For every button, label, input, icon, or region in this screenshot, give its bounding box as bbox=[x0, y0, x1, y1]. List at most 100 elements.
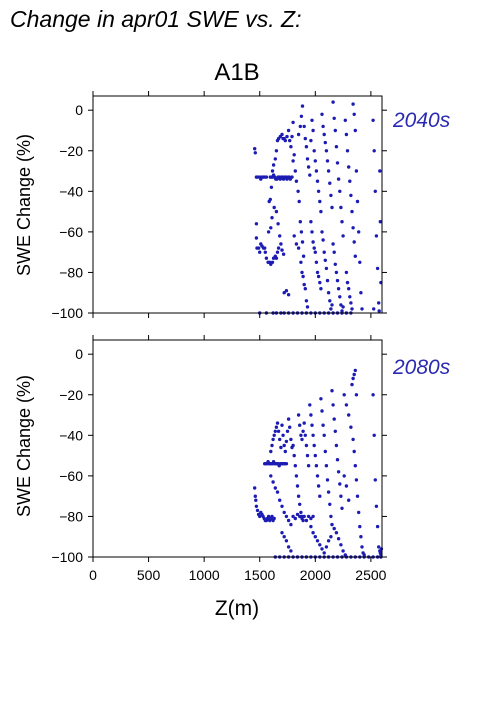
panel-2040s-point bbox=[299, 114, 304, 119]
panel-2080s-point bbox=[320, 547, 324, 551]
panel-2040s-point bbox=[350, 209, 354, 214]
panel-2080s-point bbox=[353, 464, 357, 468]
panel-2040s-point bbox=[335, 161, 340, 165]
panel-2040s-point bbox=[301, 254, 306, 258]
panel-2080s-point bbox=[342, 474, 346, 478]
panel-2080s-point bbox=[281, 433, 285, 437]
panel-2080s-y-tick-label: −40 bbox=[59, 427, 83, 443]
panel-2040s: 2040s SWE Change (%) 0 −20 −40 −60 −80 −100 bbox=[14, 91, 451, 321]
panel-2040s-point bbox=[269, 226, 273, 230]
panel-2080s-point bbox=[293, 516, 297, 521]
panel-2080s-point bbox=[359, 535, 363, 539]
panel-2080s-point bbox=[316, 484, 321, 488]
panel-2040s-point bbox=[300, 104, 305, 108]
panel-2040s-y-tick-label: −40 bbox=[59, 183, 83, 199]
panel-2040s-point bbox=[282, 291, 286, 295]
panel-2080s-point bbox=[338, 482, 342, 486]
panel-2080s-point bbox=[302, 421, 306, 425]
panel-2040s-point bbox=[322, 132, 326, 137]
panel-2080s-point bbox=[284, 514, 289, 519]
panel-2080s-point bbox=[298, 502, 302, 506]
panel-2080s-point bbox=[347, 498, 351, 502]
panel-2080s-point bbox=[351, 437, 355, 442]
panel-2080s-point bbox=[358, 524, 362, 529]
panel-2040s-point bbox=[296, 246, 301, 250]
panel-2040s-point bbox=[359, 291, 363, 295]
panel-2080s-point bbox=[271, 480, 275, 484]
panel-2040s-point bbox=[336, 287, 341, 291]
panel-2080s-point bbox=[309, 413, 313, 417]
panel-2080s-point bbox=[282, 535, 286, 539]
panel-2080s-x-tick-label: 2500 bbox=[355, 567, 386, 583]
panel-2080s-point bbox=[324, 464, 329, 468]
panel-2040s-point bbox=[343, 118, 347, 123]
panel-2040s-point bbox=[281, 252, 286, 256]
panel-2040s-point bbox=[292, 153, 296, 157]
panel-2080s-y-tick-label: −20 bbox=[59, 387, 83, 403]
panel-2040s-point bbox=[352, 240, 356, 244]
panel-2080s-point bbox=[289, 522, 293, 527]
panel-2040s-point bbox=[371, 118, 375, 123]
panel-2040s-point bbox=[311, 128, 315, 133]
scenario-label: A1B bbox=[214, 59, 259, 86]
panel-2040s-point bbox=[273, 157, 277, 161]
panel-2040s-point bbox=[345, 280, 350, 285]
panel-2040s-point bbox=[344, 132, 349, 137]
panel-2040s-point bbox=[323, 140, 327, 145]
panel-2080s-point bbox=[325, 478, 330, 482]
panel-2040s-point bbox=[340, 309, 344, 313]
panel-2080s-point bbox=[288, 425, 292, 429]
panel-2040s-point bbox=[330, 205, 334, 210]
panel-2040s-point bbox=[296, 189, 300, 193]
panel-2080s-point bbox=[282, 443, 286, 448]
panel-2080s-point bbox=[377, 545, 381, 549]
panel-2040s-point bbox=[318, 199, 322, 204]
panel-2040s-point bbox=[298, 220, 302, 224]
panel-2040s-y-tick-label: −60 bbox=[59, 224, 83, 240]
panel-2040s-point bbox=[305, 157, 310, 161]
panel-2080s-point bbox=[330, 389, 334, 393]
panel-2080s-point bbox=[354, 478, 359, 482]
panel-2080s-point bbox=[309, 516, 313, 521]
panel-2040s-point bbox=[299, 230, 304, 234]
panel-2080s-point bbox=[303, 433, 307, 437]
panel-2040s-point bbox=[302, 124, 306, 129]
panel-2080s-point bbox=[311, 433, 315, 437]
panel-2040s-point bbox=[324, 149, 329, 153]
panel-2080s-ylabel: SWE Change (%) bbox=[14, 375, 34, 517]
panel-2040s-point bbox=[312, 246, 316, 250]
panel-2080s-point bbox=[291, 514, 295, 519]
panel-2080s-point bbox=[273, 486, 277, 490]
panel-2080s-point bbox=[322, 551, 326, 555]
panel-2080s-point bbox=[350, 382, 354, 387]
panel-2040s-point bbox=[360, 307, 364, 311]
panel-2040s-point bbox=[336, 177, 341, 181]
panel-2040s-point bbox=[313, 159, 317, 163]
panel-2080s-point bbox=[286, 545, 291, 549]
panel-2080s-point bbox=[266, 514, 271, 519]
panel-2080s-point bbox=[284, 539, 289, 543]
panel-2040s-point bbox=[315, 270, 320, 275]
panel-2080s-point bbox=[344, 403, 349, 407]
panel-2040s-y-tick-label: −20 bbox=[59, 143, 83, 159]
panel-2040s-point bbox=[286, 128, 291, 133]
panel-2040s-point bbox=[332, 250, 336, 254]
panel-2080s-point bbox=[304, 443, 309, 448]
panel-2040s-point bbox=[280, 132, 284, 137]
panel-2080s-point bbox=[301, 429, 305, 433]
panel-2040s-point bbox=[303, 287, 307, 291]
panel-2040s-point bbox=[325, 278, 330, 283]
panel-2040s-point bbox=[319, 209, 323, 214]
panel-2040s-point bbox=[351, 102, 355, 106]
panel-2040s-point bbox=[258, 250, 262, 254]
panel-2080s-point bbox=[379, 547, 384, 551]
panel-2040s-point bbox=[271, 163, 276, 167]
panel-2080s-point bbox=[276, 429, 281, 433]
panel-2040s-point bbox=[350, 307, 354, 311]
panel-2080s-point bbox=[280, 423, 284, 427]
panel-2040s-point bbox=[309, 138, 313, 143]
panel-2080s-point bbox=[374, 504, 379, 508]
panel-2040s-point bbox=[304, 145, 309, 149]
panel-2040s-point bbox=[338, 189, 342, 193]
panel-2040s-point bbox=[348, 179, 352, 183]
